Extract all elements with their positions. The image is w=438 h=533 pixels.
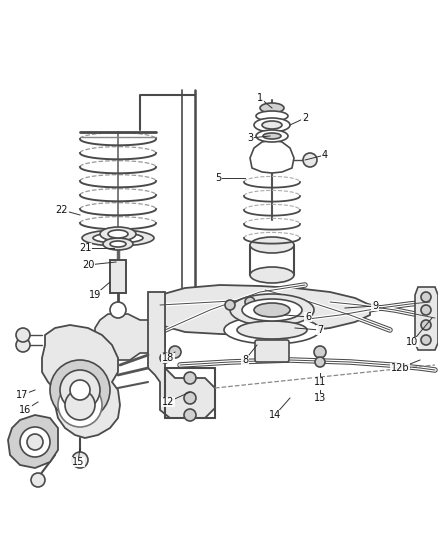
Circle shape xyxy=(184,372,196,384)
Polygon shape xyxy=(95,314,165,360)
Ellipse shape xyxy=(100,227,136,241)
Circle shape xyxy=(303,153,317,167)
Ellipse shape xyxy=(103,238,133,250)
Polygon shape xyxy=(8,415,58,468)
Text: 22: 22 xyxy=(56,205,68,215)
Circle shape xyxy=(421,320,431,330)
Text: 19: 19 xyxy=(89,290,101,300)
Circle shape xyxy=(421,305,431,315)
Text: 15: 15 xyxy=(72,457,84,467)
Circle shape xyxy=(315,357,325,367)
Circle shape xyxy=(65,390,95,420)
Polygon shape xyxy=(150,285,370,335)
Ellipse shape xyxy=(237,321,307,339)
Ellipse shape xyxy=(260,103,284,113)
Text: 10: 10 xyxy=(406,337,418,347)
Ellipse shape xyxy=(262,121,282,129)
Text: 13: 13 xyxy=(314,393,326,403)
Text: 14: 14 xyxy=(269,410,281,420)
Text: 6: 6 xyxy=(305,312,311,322)
Ellipse shape xyxy=(263,133,281,139)
Circle shape xyxy=(421,292,431,302)
Polygon shape xyxy=(110,260,126,293)
Text: 5: 5 xyxy=(215,173,221,183)
Text: 12b: 12b xyxy=(391,363,410,373)
Ellipse shape xyxy=(250,267,294,283)
Text: 2: 2 xyxy=(302,113,308,123)
Text: 21: 21 xyxy=(79,243,91,253)
Text: 12: 12 xyxy=(162,397,174,407)
Circle shape xyxy=(184,409,196,421)
Text: 18: 18 xyxy=(162,353,174,363)
Ellipse shape xyxy=(224,316,320,344)
Ellipse shape xyxy=(250,237,294,253)
Circle shape xyxy=(184,392,196,404)
Ellipse shape xyxy=(230,294,314,326)
Ellipse shape xyxy=(254,303,290,317)
Ellipse shape xyxy=(82,230,154,246)
Text: 4: 4 xyxy=(322,150,328,160)
Ellipse shape xyxy=(256,130,288,142)
Ellipse shape xyxy=(256,111,288,121)
Circle shape xyxy=(72,452,88,468)
Polygon shape xyxy=(148,292,215,418)
Text: 7: 7 xyxy=(317,325,323,335)
Circle shape xyxy=(60,370,100,410)
Circle shape xyxy=(70,380,90,400)
Ellipse shape xyxy=(108,230,128,238)
Polygon shape xyxy=(42,325,120,438)
Text: 1: 1 xyxy=(257,93,263,103)
Circle shape xyxy=(160,353,170,363)
Circle shape xyxy=(314,346,326,358)
Circle shape xyxy=(169,346,181,358)
Circle shape xyxy=(20,427,50,457)
Circle shape xyxy=(31,473,45,487)
Polygon shape xyxy=(415,287,438,350)
Ellipse shape xyxy=(254,118,290,132)
Circle shape xyxy=(16,338,30,352)
Text: 20: 20 xyxy=(82,260,94,270)
Text: 8: 8 xyxy=(242,355,248,365)
Circle shape xyxy=(16,328,30,342)
Text: 11: 11 xyxy=(314,377,326,387)
Circle shape xyxy=(27,434,43,450)
Text: 9: 9 xyxy=(372,301,378,311)
Circle shape xyxy=(110,302,126,318)
Circle shape xyxy=(58,383,102,427)
Circle shape xyxy=(245,297,255,307)
Circle shape xyxy=(50,360,110,420)
Text: 16: 16 xyxy=(19,405,31,415)
Circle shape xyxy=(225,300,235,310)
Circle shape xyxy=(421,335,431,345)
FancyBboxPatch shape xyxy=(255,340,289,362)
Text: 3: 3 xyxy=(247,133,253,143)
Ellipse shape xyxy=(242,299,302,321)
Ellipse shape xyxy=(93,233,143,243)
Ellipse shape xyxy=(110,241,126,247)
Polygon shape xyxy=(250,140,294,173)
Text: 17: 17 xyxy=(16,390,28,400)
